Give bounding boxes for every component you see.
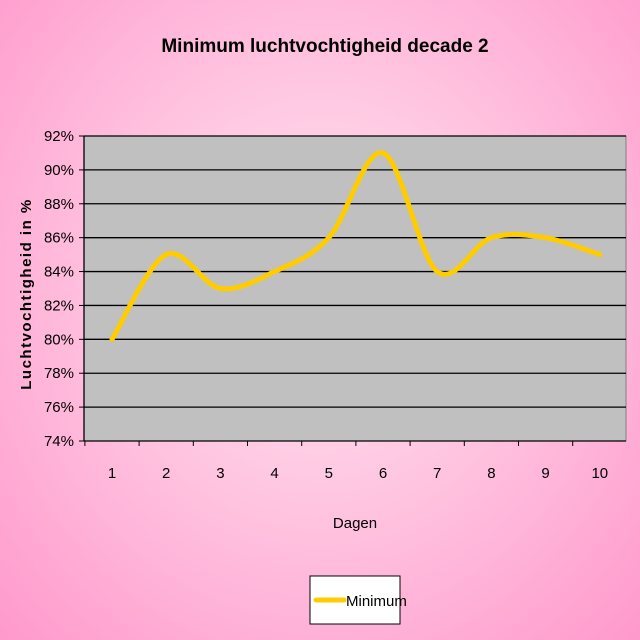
x-tick-label: 8 [487, 465, 495, 482]
data-point [597, 252, 603, 258]
x-tick-label: 5 [325, 465, 333, 482]
axes [83, 136, 626, 442]
x-tick-label: 3 [216, 465, 224, 482]
y-tick-labels: 74% 76% 78% 80% 82% 84% 86% 88% 90% 92% [44, 128, 74, 450]
data-point [434, 269, 440, 275]
data-point [217, 286, 223, 291]
data-point [488, 235, 494, 241]
x-tick-labels: 1 2 3 4 5 6 7 8 9 10 [84, 441, 608, 482]
x-tick-label: 2 [162, 465, 170, 482]
y-tick-label: 76% [44, 399, 74, 416]
chart-title: Minimum luchtvochtigheid decade 2 [161, 36, 488, 57]
y-tick-label: 74% [44, 433, 74, 450]
y-tick-label: 82% [44, 297, 74, 314]
y-tick-label: 90% [44, 162, 74, 179]
series-line-minimum [109, 150, 603, 342]
series-layer [109, 150, 603, 342]
y-tick-label: 78% [44, 365, 74, 382]
data-point [272, 269, 278, 275]
x-axis-label: Dagen [333, 515, 377, 532]
y-tick-label: 84% [44, 264, 74, 281]
y-tick-label: 86% [44, 230, 74, 247]
x-tick-label: 10 [591, 465, 608, 482]
legend: Minimum [309, 575, 407, 625]
legend-label-minimum: Minimum [346, 593, 407, 610]
x-tick-label: 4 [270, 465, 278, 482]
y-tick-label: 80% [44, 331, 74, 348]
y-axis-label: Luchtvochtigheid in % [18, 198, 35, 390]
y-tick-label: 92% [44, 128, 74, 145]
data-point [163, 252, 169, 258]
x-tick-label: 7 [433, 465, 441, 482]
data-point [543, 235, 549, 241]
gridlines [79, 135, 626, 442]
data-point [326, 235, 332, 241]
plot-area [83, 135, 627, 442]
data-point [109, 336, 115, 342]
x-tick-label: 1 [108, 465, 116, 482]
x-tick-label: 9 [541, 465, 549, 482]
y-tick-label: 88% [44, 196, 74, 213]
data-point [380, 150, 386, 156]
x-tick-label: 6 [379, 465, 387, 482]
